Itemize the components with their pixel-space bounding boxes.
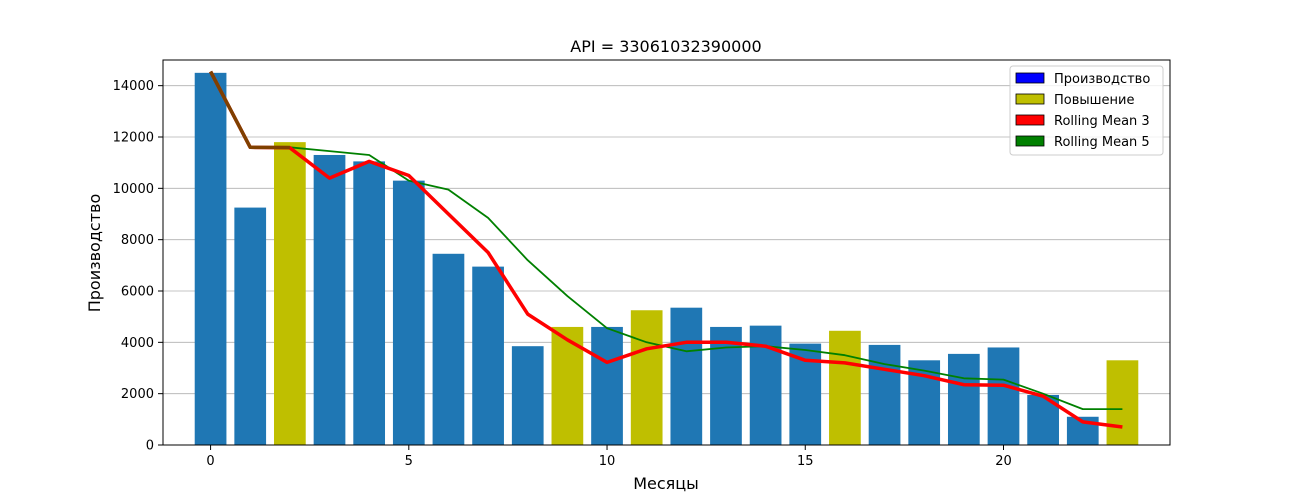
legend-item-rolling-mean-5: Rolling Mean 5: [1015, 135, 1150, 150]
y-tick-label-0: 0: [146, 439, 154, 454]
x-axis-ticks: 0 5 10 15 20: [206, 445, 1012, 469]
x-tick-label-10: 10: [599, 454, 616, 469]
bar-3: [313, 154, 346, 445]
legend-label-rolling-mean-5: Rolling Mean 5: [1054, 135, 1150, 150]
bar-increase-11: [630, 310, 663, 445]
legend-item-increase: Повышение: [1015, 93, 1135, 108]
bar-10: [591, 326, 623, 445]
y-tick-label-12000: 12000: [113, 131, 154, 146]
bar-1: [234, 207, 267, 445]
line-rolling-mean-5: [209, 71, 1123, 411]
y-tick-label-10000: 10000: [113, 182, 154, 197]
rolling-mean-lines: [209, 70, 1123, 429]
legend-label-increase: Повышение: [1054, 93, 1135, 108]
x-tick-label-15: 15: [797, 454, 814, 469]
legend-box: [1009, 65, 1164, 156]
plot-frame: [162, 59, 1171, 446]
bar-5: [392, 180, 425, 445]
y-tick-label-14000: 14000: [113, 79, 154, 94]
legend-label-rolling-mean-3: Rolling Mean 3: [1054, 114, 1150, 129]
y-tick-label-4000: 4000: [121, 336, 154, 351]
y-axis-ticks: 0 2000 4000 6000 8000 10000 12000 14000: [113, 79, 163, 454]
y-tick-label-6000: 6000: [121, 285, 154, 300]
bars: [194, 72, 1139, 445]
legend-item-rolling-mean-3: Rolling Mean 3: [1015, 114, 1150, 129]
y-axis-label: Производство: [85, 194, 104, 313]
bar-19: [947, 353, 980, 445]
legend-swatch-rolling-mean-5: [1015, 135, 1045, 147]
line-overlap-segment: [209, 70, 290, 150]
bar-8: [511, 346, 544, 445]
legend: Производство Повышение Rolling Mean 3 Ro…: [1009, 65, 1164, 156]
bar-7: [472, 266, 504, 445]
bar-17: [868, 344, 901, 445]
legend-swatch-production: [1015, 72, 1045, 84]
bar-20: [987, 347, 1020, 445]
y-tick-label-2000: 2000: [121, 387, 154, 402]
bar-6: [432, 253, 465, 445]
bar-4: [353, 161, 386, 445]
bar-increase-2: [274, 142, 306, 445]
bar-0: [194, 72, 227, 445]
bar-increase-23: [1106, 360, 1139, 445]
x-tick-label-0: 0: [206, 454, 214, 469]
legend-swatch-increase: [1015, 93, 1045, 105]
y-tick-label-8000: 8000: [121, 233, 154, 248]
bar-12: [670, 307, 703, 445]
x-tick-label-5: 5: [405, 454, 413, 469]
chart-title: API = 33061032390000: [570, 37, 761, 56]
x-tick-label-20: 20: [995, 454, 1012, 469]
line-rolling-mean-3: [209, 70, 1123, 429]
x-axis-label: Месяцы: [633, 474, 699, 493]
legend-item-production: Производство: [1015, 72, 1150, 87]
legend-label-production: Производство: [1054, 72, 1150, 87]
bar-increase-16: [829, 330, 861, 445]
legend-swatch-rolling-mean-3: [1015, 114, 1045, 126]
